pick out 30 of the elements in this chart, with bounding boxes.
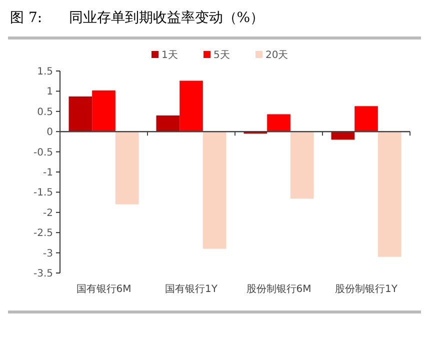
y-tick-label: 0.5 [37, 106, 53, 118]
bar [267, 114, 290, 132]
bar [68, 96, 92, 132]
y-tick-label: -1 [43, 168, 53, 178]
x-tick-label: 股份制银行6M [246, 283, 312, 295]
chart-title: 图 7: 同业存单到期收益率变动（%） [10, 10, 264, 26]
y-tick-label: -3.5 [33, 268, 53, 280]
legend-label: 5天 [214, 50, 230, 61]
x-tick-label: 股份制银行1Y [335, 283, 398, 295]
y-tick-label: -0.5 [33, 147, 53, 158]
y-tick-label: -2.5 [33, 228, 53, 240]
y-tick-label: -1.5 [33, 188, 53, 199]
bar [92, 90, 116, 132]
y-tick-label: -2 [43, 208, 53, 219]
bar [156, 115, 180, 132]
bar [378, 132, 402, 257]
y-tick-label: 0 [46, 127, 53, 138]
bar [290, 132, 314, 199]
bar [202, 132, 226, 249]
bar [180, 80, 203, 132]
y-tick-label: 1.5 [37, 66, 53, 78]
x-tick-label: 国有银行1Y [165, 283, 218, 295]
x-tick-label: 国有银行6M [76, 283, 132, 295]
bar [115, 132, 139, 204]
legend-label: 1天 [162, 50, 178, 61]
y-tick-label: 1 [46, 86, 53, 98]
legend-label: 20天 [266, 50, 288, 61]
bar [354, 106, 378, 132]
bar [331, 132, 355, 140]
y-tick-label: -3 [43, 248, 53, 260]
